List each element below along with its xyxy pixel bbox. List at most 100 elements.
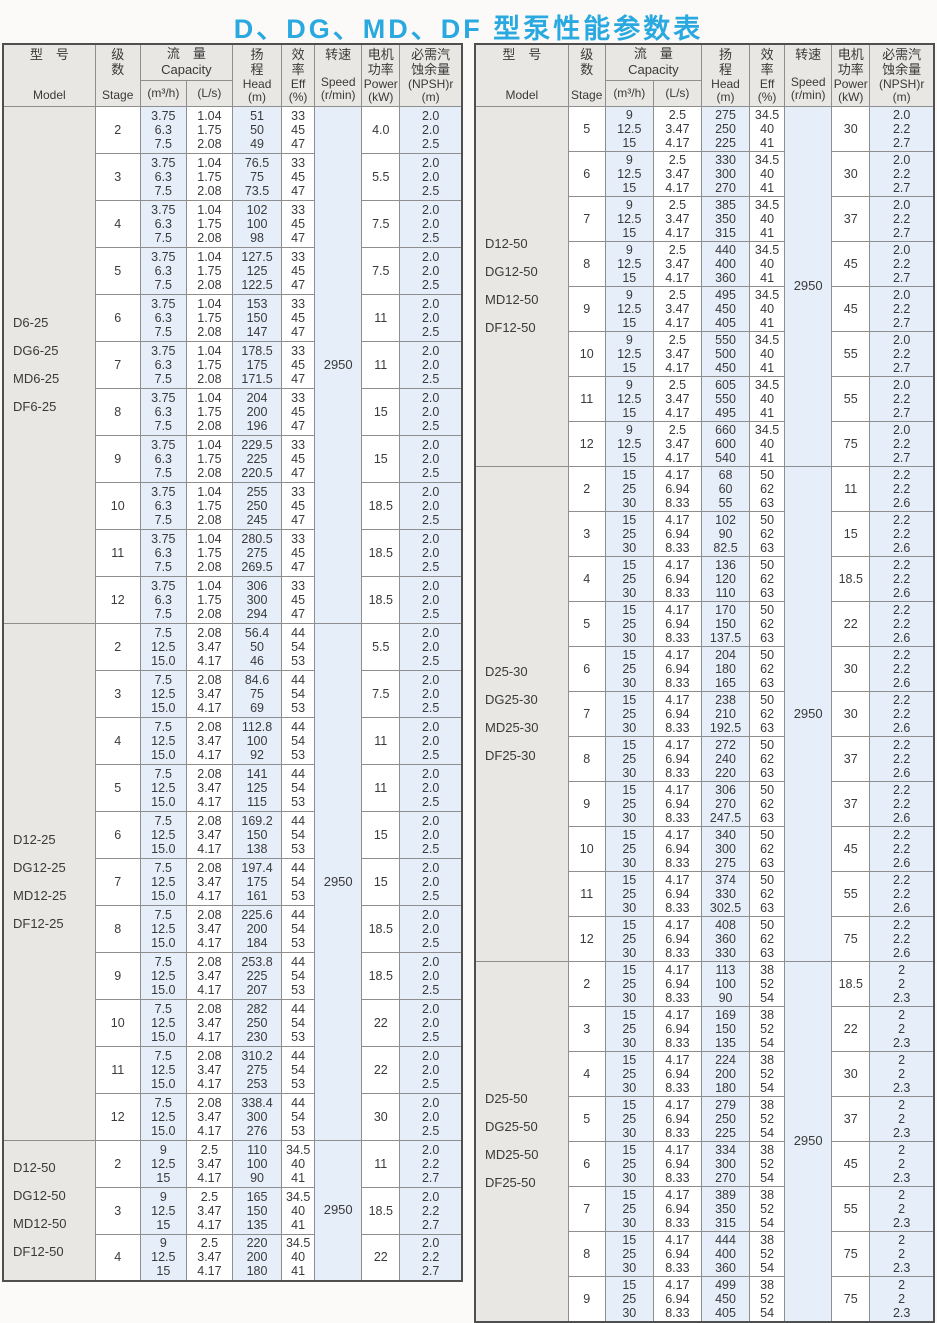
capacity-ls-cell: 4.17 6.94 8.33: [652, 465, 702, 512]
npsh-cell: 2 2 2.3: [869, 1140, 935, 1187]
npsh-cell: 2.0 2.0 2.5: [399, 998, 463, 1047]
capacity-ls-cell: 1.04 1.75 2.08: [185, 152, 233, 201]
power-cell: 55: [831, 375, 871, 422]
npsh-cell: 2.0 2.2 2.7: [869, 375, 935, 422]
efficiency-cell: 44 54 53: [281, 622, 316, 671]
stage-cell: 4: [567, 555, 606, 602]
capacity-ls-cell: 4.17 6.94 8.33: [652, 1095, 702, 1142]
stage-cell: 11: [94, 528, 141, 577]
npsh-cell: 2.0 2.0 2.5: [399, 904, 463, 953]
stage-cell: 4: [94, 716, 141, 765]
capacity-ls-cell: 4.17 6.94 8.33: [652, 915, 702, 962]
model-cell: D12-50 DG12-50 MD12-50 DF12-50: [2, 1139, 96, 1282]
npsh-cell: 2.0 2.0 2.5: [399, 575, 463, 624]
capacity-m3h-cell: 3.75 6.3 7.5: [139, 293, 187, 342]
head-cell: 102 100 98: [231, 199, 283, 248]
table-row: 5 15 25 30 4.17 6.94 8.33 170 150 137.5 50 6…: [475, 600, 935, 647]
capacity-m3h-cell: 7.5 12.5 15.0: [139, 622, 187, 671]
capacity-ls-cell: 2.5 3.47 4.17: [652, 330, 702, 377]
npsh-cell: 2.0 2.0 2.5: [399, 481, 463, 530]
capacity-m3h-cell: 7.5 12.5 15.0: [139, 951, 187, 1000]
npsh-cell: 2.0 2.0 2.5: [399, 293, 463, 342]
header-head-zh: 扬 程: [250, 47, 264, 78]
efficiency-cell: 44 54 53: [281, 810, 316, 859]
power-cell: 45: [831, 285, 871, 332]
header-power: 电机 功率 Power (kW): [831, 43, 871, 107]
power-cell: 18.5: [361, 575, 401, 624]
capacity-m3h-cell: 15 25 30: [604, 1230, 654, 1277]
stage-cell: 2: [567, 465, 606, 512]
capacity-ls-cell: 2.08 3.47 4.17: [185, 951, 233, 1000]
header-npsh: 必需汽 蚀余量 (NPSH)r (m): [869, 43, 935, 107]
header-npsh-en: (NPSH)r (m): [407, 77, 454, 105]
table-row: D12-25 DG12-25 MD12-25 DF12-25 2 7.5 12.5 …: [2, 622, 463, 1141]
head-cell: 306 300 294: [231, 575, 283, 624]
npsh-cell: 2.0 2.2 2.7: [869, 285, 935, 332]
speed-cell: 2950: [314, 1139, 363, 1282]
stage-cell: 9: [567, 285, 606, 332]
head-cell: 238 210 192.5: [700, 690, 751, 737]
header-model-zh: 型 号: [502, 47, 542, 63]
capacity-m3h-cell: 3.75 6.3 7.5: [139, 105, 187, 154]
header-model: 型 号 Model: [474, 43, 569, 107]
header-row-units: (m³/h) (L/s): [3, 79, 462, 107]
capacity-m3h-cell: 9 12.5 15: [604, 330, 654, 377]
efficiency-cell: 33 45 47: [281, 293, 316, 342]
stage-cell: 12: [94, 1092, 141, 1141]
pump-performance-table-right: 型 号 Model 级 数 Stage 流 量 Capacity 扬 程 Head (m) 效…: [474, 43, 935, 1323]
table-row: 4 7.5 12.5 15.0 2.08 3.47 4.17 112.8 100 92…: [3, 716, 463, 765]
efficiency-cell: 44 54 53: [281, 669, 316, 718]
npsh-cell: 2.0 2.0 2.5: [399, 387, 463, 436]
capacity-m3h-cell: 3.75 6.3 7.5: [139, 199, 187, 248]
capacity-m3h-cell: 15 25 30: [604, 1050, 654, 1097]
header-stage: 级 数 Stage: [567, 43, 606, 107]
capacity-ls-cell: 2.08 3.47 4.17: [185, 998, 233, 1047]
capacity-ls-cell: 1.04 1.75 2.08: [185, 528, 233, 577]
power-cell: 22: [361, 1233, 401, 1282]
capacity-ls-cell: 2.5 3.47 4.17: [185, 1233, 233, 1282]
efficiency-cell: 33 45 47: [281, 481, 316, 530]
capacity-ls-cell: 4.17 6.94 8.33: [652, 555, 702, 602]
npsh-cell: 2.0 2.0 2.5: [399, 528, 463, 577]
power-cell: 11: [361, 763, 401, 812]
capacity-m3h-cell: 3.75 6.3 7.5: [139, 246, 187, 295]
stage-cell: 3: [94, 1186, 141, 1235]
header-speed: 转速 Speed (r/min): [314, 43, 363, 107]
power-cell: 4.0: [361, 105, 401, 154]
stage-cell: 7: [567, 690, 606, 737]
capacity-ls-cell: 4.17 6.94 8.33: [652, 645, 702, 692]
capacity-m3h-cell: 15 25 30: [604, 555, 654, 602]
capacity-m3h-cell: 9 12.5 15: [604, 375, 654, 422]
capacity-m3h-cell: 9 12.5 15: [604, 240, 654, 287]
head-cell: 204 180 165: [700, 645, 751, 692]
capacity-m3h-cell: 15 25 30: [604, 1185, 654, 1232]
power-cell: 30: [831, 690, 871, 737]
efficiency-cell: 34.5 40 41: [749, 150, 786, 197]
model-cell: D12-25 DG12-25 MD12-25 DF12-25: [2, 622, 96, 1141]
stage-cell: 8: [94, 904, 141, 953]
table-row: 7 15 25 30 4.17 6.94 8.33 389 350 315 38 52 …: [475, 1185, 935, 1232]
table-header: 型 号 Model 级 数 Stage 流 量 Capacity 扬 程 Head (m) 效…: [474, 43, 935, 107]
stage-cell: 5: [567, 600, 606, 647]
capacity-ls-cell: 2.5 3.47 4.17: [652, 375, 702, 422]
stage-cell: 9: [567, 780, 606, 827]
npsh-cell: 2.0 2.0 2.5: [399, 246, 463, 295]
head-cell: 170 150 137.5: [700, 600, 751, 647]
stage-cell: 5: [567, 1095, 606, 1142]
npsh-cell: 2.0 2.2 2.7: [869, 150, 935, 197]
power-cell: 22: [361, 998, 401, 1047]
table-row: D25-50 DG25-50 MD25-50 DF25-50 2 15 25 30 4…: [474, 960, 935, 1322]
capacity-m3h-cell: 7.5 12.5 15.0: [139, 810, 187, 859]
head-cell: 220 200 180: [231, 1233, 283, 1282]
stage-cell: 8: [567, 735, 606, 782]
head-cell: 224 200 180: [700, 1050, 751, 1097]
power-cell: 18.5: [831, 555, 871, 602]
capacity-m3h-cell: 15 25 30: [604, 960, 654, 1007]
npsh-cell: 2.0 2.2 2.7: [869, 420, 935, 467]
capacity-ls-cell: 4.17 6.94 8.33: [652, 780, 702, 827]
capacity-m3h-cell: 15 25 30: [604, 1005, 654, 1052]
capacity-ls-cell: 2.5 3.47 4.17: [652, 150, 702, 197]
speed-cell: 2950: [784, 960, 833, 1322]
